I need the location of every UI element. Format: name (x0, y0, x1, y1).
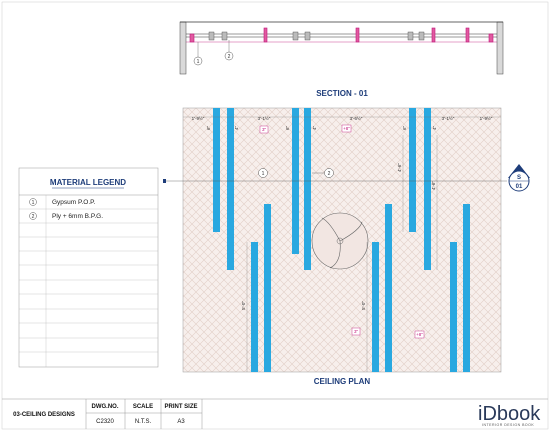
print-size-value: A3 (177, 419, 185, 425)
section-cut-end (163, 179, 166, 183)
section-callout-1-label: 1 (197, 59, 200, 65)
scale-value: N.T.S. (135, 419, 152, 425)
dim-top-2: 3'-1½" (258, 115, 271, 121)
dim-vertical: 4'-6" (397, 163, 402, 172)
dim-small: 6" (206, 125, 211, 130)
ceiling-plan: 1'-9½" 3'-1½" 3'-6½" 3'-1½" 1'-9½" 6" 4"… (182, 107, 502, 373)
level-tag-text: 3" (354, 329, 359, 334)
level-tag-text: +8" (343, 126, 350, 131)
cove-panel (264, 204, 271, 372)
level-tag (259, 125, 269, 134)
cove-panel (251, 242, 258, 372)
material-legend: MATERIAL LEGEND 1 Gypsum P.O.P. 2 Ply + … (18, 167, 159, 368)
scale-label: SCALE (133, 404, 153, 410)
cove-panel (227, 108, 234, 270)
plan-callout-1 (258, 168, 268, 178)
dim-top-5: 1'-9½" (480, 115, 493, 121)
section-title: SECTION - 01 (316, 89, 368, 98)
section-marker: S 01 (508, 164, 530, 192)
cove-panel (450, 242, 457, 372)
dim-vertical: 5'-0" (361, 301, 366, 310)
legend-title: MATERIAL LEGEND (50, 178, 126, 187)
section-marker-number: 01 (516, 184, 523, 190)
cove-panel (385, 204, 392, 372)
print-size-label: PRINT SIZE (164, 404, 197, 410)
logo-subtext: INTERIOR DESIGN BOOK (482, 423, 534, 427)
section-callout-2 (224, 51, 234, 61)
dim-top-3: 3'-6½" (350, 115, 363, 121)
idbook-logo: iDbook INTERIOR DESIGN BOOK (478, 403, 541, 427)
level-tag (351, 327, 361, 336)
plan-callout-2-label: 2 (328, 171, 331, 177)
dim-small: 4" (234, 125, 239, 130)
section-drawing: 1 2 (179, 21, 504, 75)
level-tag-text: +8" (416, 332, 423, 337)
legend-item-2-label: Ply + 6mm B.P.G. (52, 213, 103, 220)
legend-item-2-number: 2 (32, 214, 35, 220)
dim-top-1: 1'-9½" (192, 115, 205, 121)
cove-panel (304, 108, 311, 270)
cove-panels (213, 108, 470, 372)
logo-text: iDbook (478, 403, 541, 425)
dim-small: 6" (285, 125, 290, 130)
ceiling-fan-symbol (311, 212, 369, 270)
plan-title: CEILING PLAN (314, 377, 371, 386)
dwg-no-label: DWG.NO. (92, 404, 119, 410)
section-marker-letter: S (517, 175, 521, 181)
plan-callout-1-label: 1 (262, 171, 265, 177)
dim-top-4: 3'-1½" (442, 115, 455, 121)
dwg-no-value: C2320 (96, 419, 114, 425)
title-block: 03-CEILING DESIGNS DWG.NO. C2320 SCALE N… (2, 398, 548, 429)
section-callout-1 (193, 56, 203, 66)
dim-vertical: 5'-0" (241, 301, 246, 310)
dim-small: 4" (432, 125, 437, 130)
level-tag-text: 3" (262, 127, 267, 132)
legend-item-1-number: 1 (32, 200, 35, 206)
level-tag (414, 330, 425, 339)
dim-vertical: 4'-6" (431, 181, 436, 190)
dim-small: 4" (312, 125, 317, 130)
cove-panel (213, 108, 220, 232)
cove-panel (372, 242, 379, 372)
cove-panel (463, 204, 470, 372)
cove-panel (424, 108, 431, 270)
legend-item-1-label: Gypsum P.O.P. (52, 199, 96, 206)
level-tag (341, 124, 352, 133)
cove-panel (409, 108, 416, 232)
section-callout-2-label: 2 (228, 54, 231, 60)
drawing-name: 03-CEILING DESIGNS (13, 412, 75, 418)
plan-callout-2 (324, 168, 334, 178)
dim-small: 6" (402, 125, 407, 130)
